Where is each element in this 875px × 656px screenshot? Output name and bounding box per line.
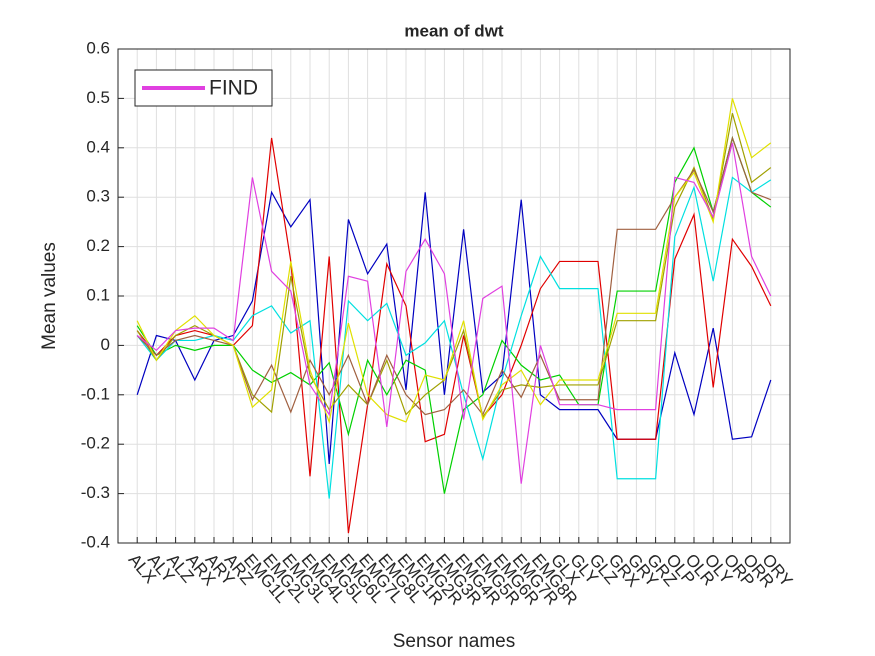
y-tick-label: -0.1: [81, 384, 110, 403]
y-tick-label: 0.1: [86, 285, 110, 304]
series-line: [136, 142, 772, 484]
y-tick-label: -0.4: [81, 532, 110, 551]
chart-title: mean of dwt: [404, 21, 504, 40]
y-tick-label: 0.3: [86, 187, 110, 206]
series-line: [136, 113, 772, 419]
series-line: [136, 137, 772, 534]
axes-box: [117, 48, 791, 544]
y-axis-label: Mean values: [39, 242, 60, 350]
y-tick-label: 0: [101, 335, 110, 354]
y-tick-label: 0.4: [86, 137, 110, 156]
legend-label: FIND: [209, 77, 258, 100]
x-axis-label: Sensor names: [393, 631, 516, 652]
y-tick-label: 0.2: [86, 236, 110, 255]
series-line: [136, 135, 772, 494]
series-line: [136, 135, 772, 416]
y-tick-label: -0.3: [81, 483, 110, 502]
series-line: [136, 176, 772, 499]
series-line: [136, 190, 772, 465]
y-tick-label: -0.2: [81, 434, 110, 453]
y-tick-label: 0.6: [86, 38, 110, 57]
y-tick-label: 0.5: [86, 88, 110, 107]
